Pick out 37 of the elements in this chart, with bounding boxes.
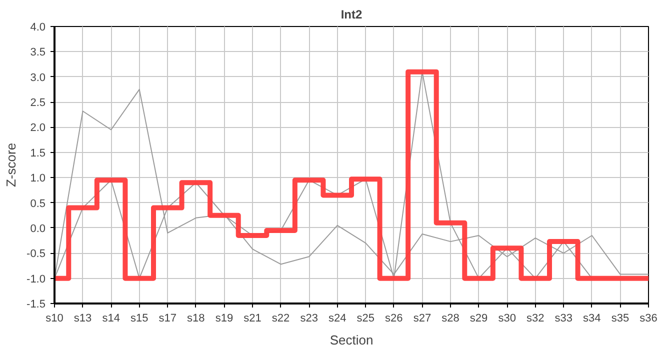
x-tick-label: s34 [583, 312, 601, 324]
x-tick-label: s19 [215, 312, 234, 324]
chart-title: Int2 [340, 8, 362, 22]
y-tick-label: -1.5 [26, 298, 46, 310]
y-tick-label: 1.0 [30, 172, 46, 185]
x-tick-label: s21 [244, 312, 262, 324]
y-tick-label: 4.0 [30, 22, 46, 34]
y-tick-label: 3.0 [30, 72, 46, 84]
x-tick-label: s14 [102, 312, 120, 324]
x-tick-label: s10 [46, 312, 64, 324]
x-tick-label: s27 [413, 312, 432, 324]
x-tick-label: s32 [526, 312, 544, 324]
x-axis-title: Section [330, 332, 374, 348]
x-tick-label: s17 [158, 312, 177, 324]
x-tick-label: s24 [328, 312, 346, 324]
x-tick-label: s25 [356, 312, 375, 324]
x-tick-label: s35 [611, 312, 630, 324]
x-tick-label: s15 [130, 312, 148, 324]
x-tick-label: s22 [272, 312, 290, 324]
y-tick-label: -1.0 [26, 273, 46, 286]
x-tick-label: s26 [385, 312, 403, 324]
x-tick-label: s33 [554, 312, 573, 324]
y-tick-label: 2.0 [30, 122, 46, 134]
y-tick-label: 2.5 [30, 97, 46, 110]
y-axis-title: Z-score [4, 142, 19, 188]
y-tick-label: 0.0 [30, 222, 46, 235]
y-tick-label: 3.5 [30, 46, 46, 59]
x-tick-label: s29 [470, 312, 488, 324]
x-tick-label: s30 [498, 312, 516, 324]
x-tick-label: s28 [442, 312, 460, 324]
y-tick-label: -0.5 [26, 248, 46, 260]
y-tick-label: 1.5 [30, 147, 46, 160]
x-tick-label: s13 [74, 312, 92, 324]
y-tick-label: 0.5 [30, 198, 46, 210]
x-tick-label: s18 [187, 312, 205, 324]
x-tick-label: s23 [300, 312, 318, 324]
x-tick-label: s36 [640, 312, 658, 324]
